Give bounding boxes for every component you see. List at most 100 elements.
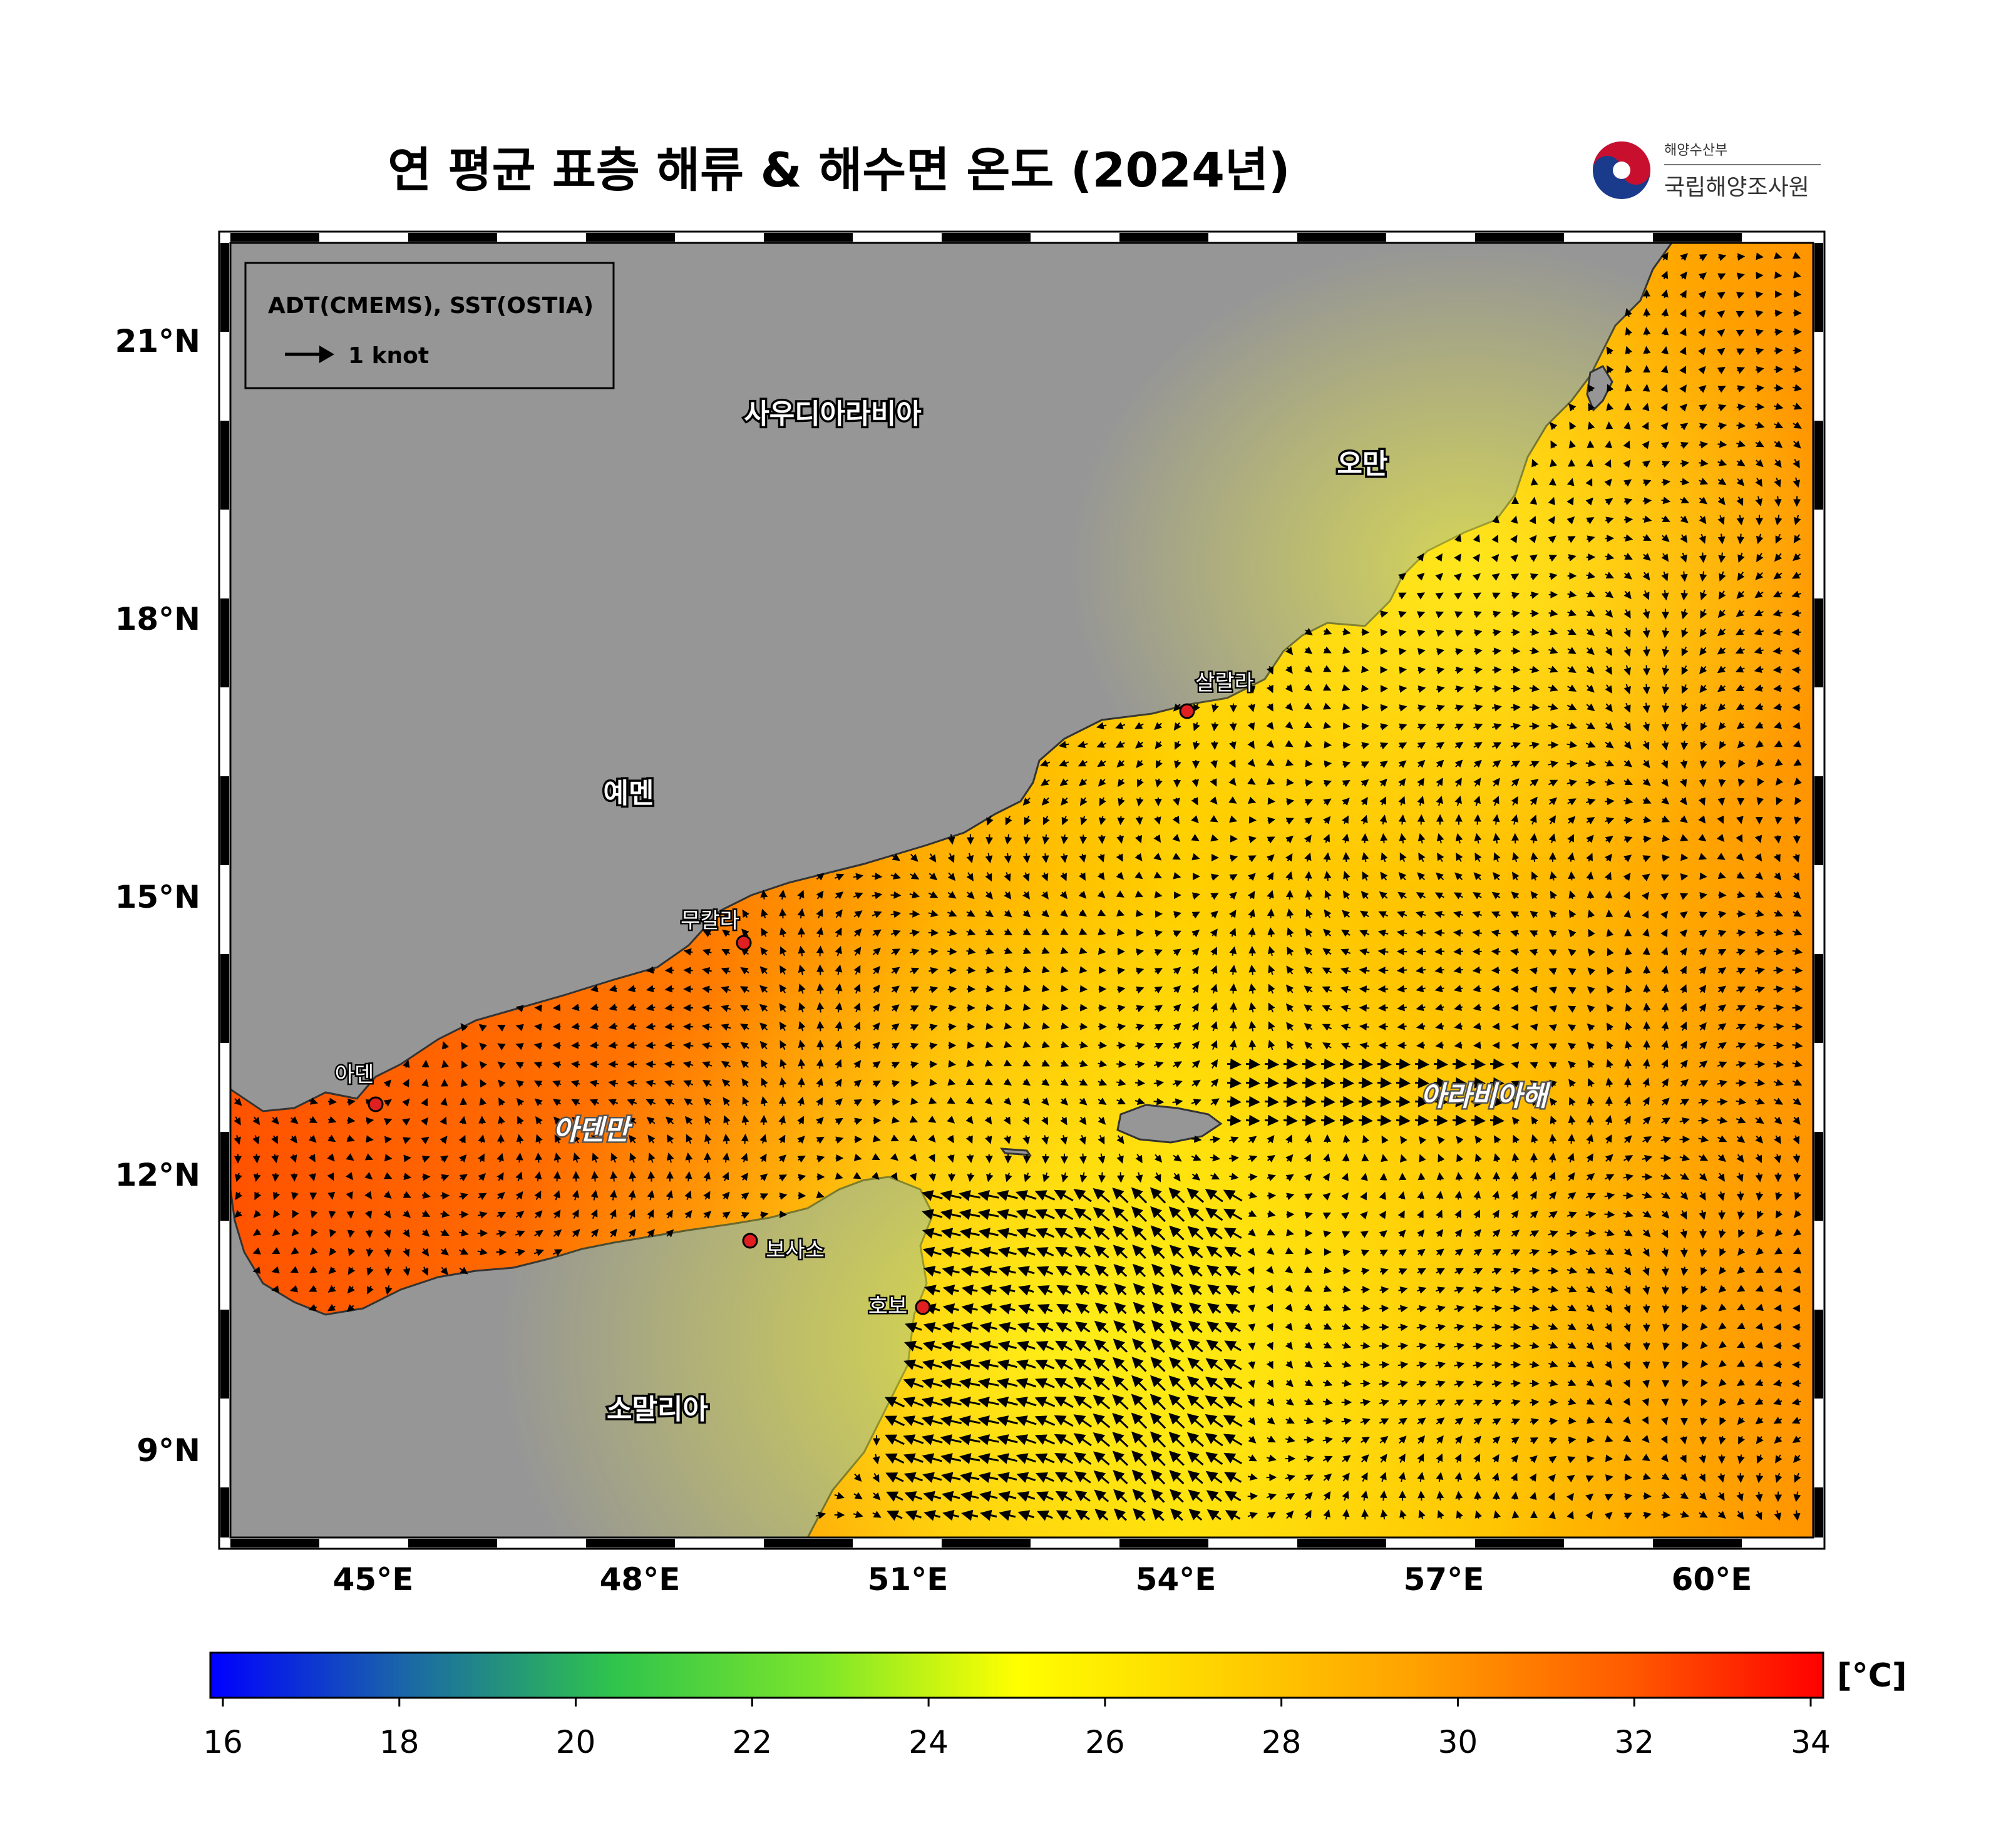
current-arrow bbox=[1625, 346, 1633, 355]
current-arrow bbox=[1285, 665, 1293, 674]
current-arrow bbox=[1116, 1060, 1126, 1068]
frame-segment bbox=[1814, 421, 1823, 510]
current-arrow bbox=[535, 1152, 543, 1163]
current-arrow bbox=[1735, 647, 1745, 654]
current-arrow bbox=[1454, 723, 1464, 731]
current-arrow bbox=[1339, 1058, 1354, 1070]
current-arrow bbox=[1568, 1417, 1577, 1425]
current-arrow bbox=[1793, 722, 1801, 730]
current-arrow bbox=[1491, 1342, 1503, 1350]
current-arrow bbox=[1792, 252, 1801, 259]
current-arrow bbox=[1718, 722, 1726, 731]
current-arrow bbox=[1491, 573, 1500, 581]
current-arrow bbox=[1605, 590, 1614, 598]
current-arrow bbox=[1585, 741, 1596, 748]
current-arrow bbox=[1247, 740, 1255, 749]
current-arrow bbox=[1566, 1248, 1578, 1256]
current-arrow bbox=[1041, 853, 1049, 863]
current-arrow bbox=[1322, 684, 1332, 691]
current-arrow bbox=[1529, 684, 1540, 692]
frame-segment bbox=[220, 1043, 229, 1132]
current-arrow bbox=[1510, 515, 1518, 524]
current-arrow bbox=[1735, 665, 1745, 673]
current-arrow bbox=[1774, 403, 1784, 411]
current-arrow bbox=[1791, 609, 1801, 617]
current-arrow bbox=[1736, 292, 1745, 299]
current-arrow bbox=[1530, 1004, 1538, 1012]
current-arrow bbox=[1605, 722, 1613, 731]
current-arrow bbox=[1529, 515, 1536, 525]
abd-al-kuri-island bbox=[999, 1147, 1032, 1156]
current-arrow bbox=[1473, 666, 1483, 674]
current-arrow bbox=[1548, 572, 1558, 580]
current-arrow bbox=[1548, 703, 1559, 711]
taegeuk-logo-icon bbox=[1593, 141, 1650, 199]
current-arrow bbox=[1587, 535, 1595, 543]
current-arrow bbox=[1736, 403, 1746, 411]
current-arrow bbox=[985, 1154, 993, 1164]
current-arrow bbox=[1793, 477, 1801, 488]
current-arrow bbox=[741, 1134, 749, 1144]
current-arrow bbox=[1773, 1023, 1784, 1031]
current-arrow bbox=[1320, 1077, 1335, 1089]
current-arrow bbox=[327, 1191, 336, 1200]
frame-segment bbox=[1814, 865, 1823, 954]
current-arrow bbox=[1660, 422, 1669, 431]
current-arrow bbox=[1324, 760, 1332, 768]
current-arrow bbox=[1587, 440, 1595, 448]
current-arrow bbox=[1642, 702, 1650, 714]
current-arrow bbox=[1699, 759, 1707, 769]
current-arrow bbox=[779, 1210, 788, 1218]
current-arrow bbox=[1529, 741, 1540, 749]
frame-segment bbox=[675, 1539, 764, 1548]
current-arrow bbox=[797, 1077, 805, 1088]
current-arrow bbox=[1736, 367, 1746, 374]
current-arrow bbox=[1755, 421, 1765, 429]
current-arrow bbox=[1679, 346, 1687, 356]
current-arrow bbox=[422, 1173, 431, 1181]
current-arrow bbox=[1396, 1058, 1411, 1070]
current-arrow bbox=[779, 908, 787, 919]
current-arrow bbox=[1377, 985, 1389, 993]
current-arrow bbox=[1624, 1059, 1632, 1069]
current-arrow bbox=[1774, 252, 1783, 260]
current-arrow bbox=[1454, 573, 1462, 582]
current-arrow bbox=[1398, 610, 1407, 619]
current-arrow bbox=[1606, 346, 1614, 355]
current-arrow bbox=[1492, 515, 1500, 523]
current-arrow bbox=[1510, 704, 1521, 712]
frame-segment bbox=[1475, 1539, 1564, 1548]
current-arrow bbox=[1660, 403, 1668, 412]
current-arrow bbox=[1211, 722, 1219, 732]
current-arrow bbox=[1548, 722, 1559, 730]
current-arrow bbox=[384, 1266, 393, 1276]
current-arrow bbox=[1077, 741, 1088, 749]
current-arrow bbox=[1567, 684, 1577, 692]
current-arrow bbox=[1377, 1077, 1392, 1089]
current-arrow bbox=[1774, 459, 1782, 468]
current-arrow bbox=[1548, 496, 1555, 506]
current-arrow bbox=[1755, 740, 1764, 748]
current-arrow bbox=[1793, 553, 1801, 562]
frame-segment bbox=[1814, 1132, 1823, 1221]
current-arrow bbox=[1267, 665, 1274, 675]
current-arrow bbox=[890, 891, 902, 899]
current-arrow bbox=[1566, 722, 1577, 729]
current-arrow bbox=[1529, 554, 1538, 562]
current-arrow bbox=[1567, 609, 1577, 617]
current-arrow bbox=[1717, 366, 1726, 374]
current-arrow bbox=[1491, 553, 1500, 562]
current-arrow bbox=[1680, 441, 1689, 449]
current-arrow bbox=[1417, 723, 1426, 731]
current-arrow bbox=[1491, 534, 1499, 543]
current-arrow bbox=[1568, 403, 1577, 412]
current-arrow bbox=[1756, 553, 1764, 563]
current-arrow bbox=[1454, 611, 1463, 619]
current-arrow bbox=[365, 1229, 373, 1238]
current-arrow bbox=[1548, 1417, 1558, 1425]
current-arrow bbox=[1680, 741, 1689, 751]
current-arrow bbox=[1642, 460, 1651, 468]
current-arrow bbox=[1548, 665, 1558, 673]
vector-legend: ADT(CMEMS), SST(OSTIA) 1 knot bbox=[244, 262, 615, 389]
current-arrow bbox=[1773, 967, 1784, 975]
